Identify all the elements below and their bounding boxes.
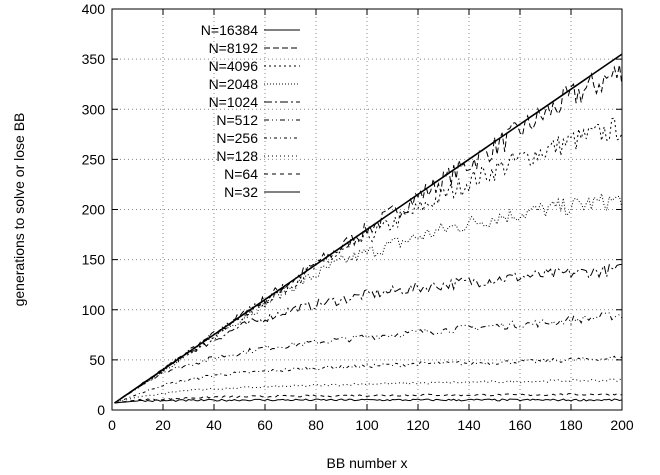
legend-label: N=128 (216, 148, 258, 164)
x-tick-label: 0 (108, 417, 116, 433)
x-tick-label: 40 (206, 417, 222, 433)
legend: N=16384 N=8192 N=4096 N=2048 N=1024 N=512 N=25… (201, 22, 300, 200)
legend-label: N=2048 (209, 76, 259, 92)
series-line-n-2048 (114, 191, 623, 404)
y-tick-label: 200 (82, 202, 106, 218)
x-tick-label: 160 (508, 417, 532, 433)
series-line-n-256 (114, 355, 623, 404)
y-tick-label: 400 (82, 1, 106, 17)
y-tick-label: 150 (82, 252, 106, 268)
x-tick-label: 120 (406, 417, 430, 433)
series-line-n-64 (114, 392, 623, 404)
legend-label: N=8192 (209, 40, 259, 56)
series-line-n-1024 (114, 263, 623, 404)
legend-label: N=64 (224, 166, 258, 182)
x-tick-label: 100 (355, 417, 379, 433)
series-line-n-8192 (114, 64, 623, 404)
y-tick-label: 50 (89, 352, 105, 368)
legend-label: N=4096 (209, 58, 259, 74)
series-line-n-512 (114, 311, 623, 404)
axis-ticks: 0 20 40 60 80 100 120 140 160 180 200 0 50 100 150 200 2… (82, 1, 634, 433)
y-tick-label: 300 (82, 101, 106, 117)
x-tick-label: 140 (457, 417, 481, 433)
y-tick-label: 350 (82, 51, 106, 67)
legend-label: N=512 (216, 112, 258, 128)
x-tick-label: 20 (155, 417, 171, 433)
legend-label: N=16384 (201, 22, 258, 38)
legend-label: N=1024 (209, 94, 259, 110)
series-line-n-128 (114, 378, 623, 404)
x-tick-label: 200 (610, 417, 634, 433)
series-line-n-32 (114, 398, 623, 404)
x-tick-label: 180 (559, 417, 583, 433)
y-tick-label: 250 (82, 151, 106, 167)
series-line-n-4096 (114, 117, 623, 404)
legend-label: N=32 (224, 184, 258, 200)
y-axis-title: generations to solve or lose BB (11, 113, 27, 307)
y-tick-label: 0 (97, 402, 105, 418)
x-tick-label: 60 (257, 417, 273, 433)
x-axis-title: BB number x (327, 455, 408, 471)
legend-label: N=256 (216, 130, 258, 146)
y-tick-label: 100 (82, 302, 106, 318)
x-tick-label: 80 (308, 417, 324, 433)
series-group (114, 53, 623, 404)
